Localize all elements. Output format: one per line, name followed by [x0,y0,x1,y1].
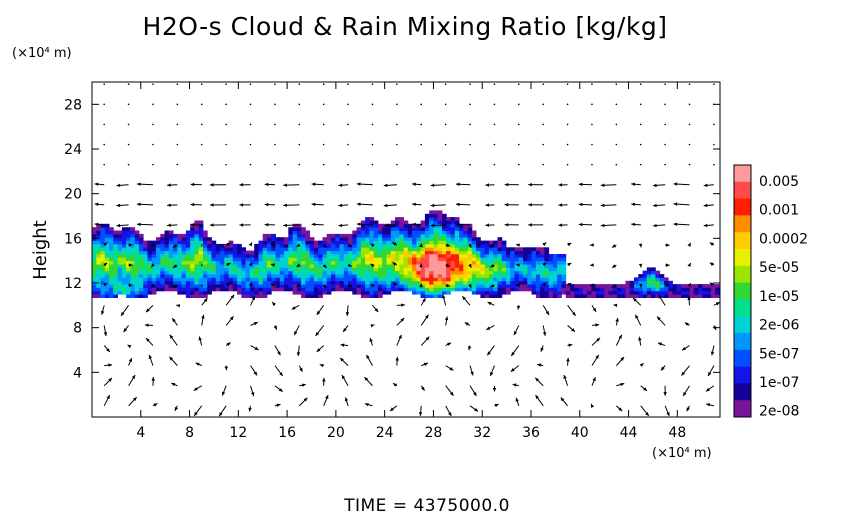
colorbar-label: 2e-08 [759,404,799,420]
y-tick-label: 20 [64,187,82,203]
plot-frame [91,81,721,418]
colorbar: 0.005 0.001 0.0002 5e-05 1e-05 2e-06 5e-07 1e-0… [733,164,808,420]
y-tick-label: 4 [73,365,82,381]
x-tick-label: 8 [185,425,194,441]
y-tick-label: 24 [64,142,82,158]
colorbar-label: 1e-05 [759,289,799,305]
y-tick-label: 16 [64,231,82,247]
colorbar-swatch [734,249,751,267]
x-tick-label: 16 [278,425,296,441]
x-tick-label: 40 [571,425,589,441]
x-tick-label: 4 [136,425,145,441]
colorbar-swatch [734,333,751,351]
x-tick-label: 32 [473,425,491,441]
colorbar-swatch [734,232,751,250]
colorbar-swatch [734,198,751,216]
wind-vectors [94,83,720,417]
colorbar-swatch [734,383,751,401]
x-tick-label: 48 [668,425,686,441]
colorbar-label: 5e-07 [759,346,799,362]
colorbar-frame [733,164,752,418]
colorbar-swatch [734,265,751,284]
y-axis-unit: (×10⁴ m) [12,46,72,61]
colorbar-swatch [734,316,751,334]
x-tick-label: 28 [425,425,443,441]
colorbar-swatch [734,366,751,384]
x-tick-label: 36 [522,425,540,441]
x-tick-label: 12 [229,425,247,441]
colorbar-label: 1e-07 [759,375,799,391]
y-tick-label: 12 [64,276,82,292]
colorbar-swatch [734,181,751,200]
colorbar-label: 0.0002 [759,231,808,247]
colorbar-swatch [734,215,751,233]
y-axis-label: Height [30,220,51,280]
colorbar-label: 0.001 [759,203,799,219]
x-tick-label: 20 [327,425,345,441]
colorbar-label: 5e-05 [759,260,799,276]
colorbar-swatch [734,400,751,418]
y-tick-label: 28 [64,97,82,113]
cloud-field [92,210,720,298]
chart-title: H2O-s Cloud & Rain Mixing Ratio [kg/kg] [142,12,668,41]
colorbar-swatch [734,282,751,300]
x-axis-unit: (×10⁴ m) [652,446,712,461]
time-label: TIME = 4375000.0 [344,496,510,516]
colorbar-label: 0.005 [759,174,799,190]
colorbar-swatch [734,299,751,317]
colorbar-swatch [734,349,751,368]
x-tick-label: 24 [376,425,394,441]
colorbar-swatch [734,165,751,183]
y-tick-label: 8 [73,321,82,337]
x-tick-label: 44 [620,425,638,441]
colorbar-label: 2e-06 [759,318,799,334]
